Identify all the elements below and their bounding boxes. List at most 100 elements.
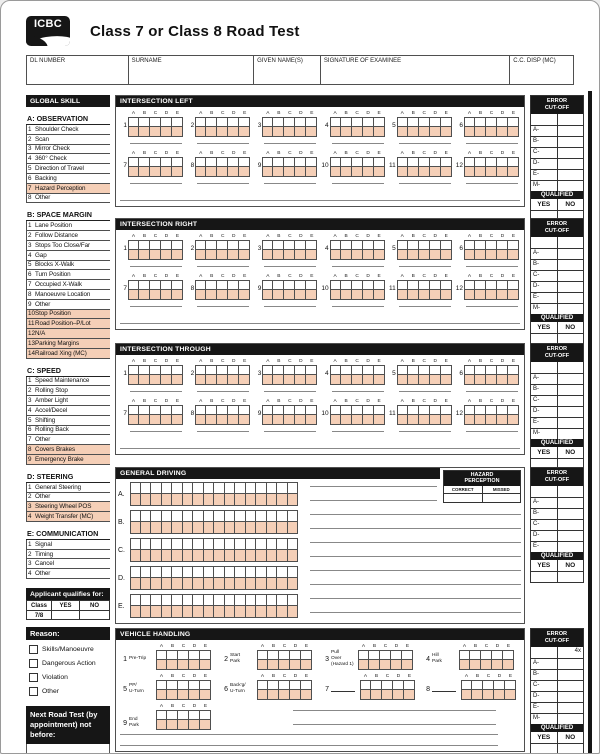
- mark-cell[interactable]: [228, 280, 240, 290]
- mark-cell[interactable]: [224, 522, 235, 534]
- mark-cell[interactable]: [295, 167, 307, 177]
- mark-cell[interactable]: [193, 566, 204, 578]
- mark-cell[interactable]: [418, 405, 430, 415]
- mark-cell[interactable]: [284, 290, 296, 300]
- mark-cell[interactable]: [463, 405, 475, 415]
- mark-cell[interactable]: [496, 405, 508, 415]
- mark-cell[interactable]: [217, 365, 229, 375]
- mark-cell[interactable]: [507, 250, 519, 260]
- error-count-cell[interactable]: [558, 137, 584, 147]
- mark-cell[interactable]: [284, 240, 296, 250]
- mark-cell[interactable]: [128, 157, 139, 167]
- mark-cell[interactable]: [178, 650, 189, 660]
- mark-cell[interactable]: [485, 240, 497, 250]
- mark-cell[interactable]: [396, 415, 408, 425]
- mark-cell[interactable]: [418, 117, 430, 127]
- mark-cell[interactable]: [262, 250, 274, 260]
- mark-cell[interactable]: [266, 510, 277, 522]
- mark-cell[interactable]: [224, 482, 235, 494]
- mark-cell[interactable]: [193, 538, 204, 550]
- note-line[interactable]: [398, 183, 451, 184]
- mark-cell[interactable]: [440, 157, 452, 167]
- mark-cell[interactable]: [266, 578, 277, 590]
- mark-cell[interactable]: [295, 375, 307, 385]
- mark-cell[interactable]: [200, 710, 211, 720]
- mark-cell[interactable]: [182, 510, 193, 522]
- mark-cell[interactable]: [440, 250, 452, 260]
- mark-cell[interactable]: [329, 157, 341, 167]
- note-line[interactable]: [197, 306, 250, 307]
- mark-cell[interactable]: [172, 290, 183, 300]
- error-count-cell[interactable]: [558, 170, 584, 180]
- mark-cell[interactable]: [235, 578, 246, 590]
- mark-cell[interactable]: [407, 405, 419, 415]
- mark-cell[interactable]: [340, 405, 352, 415]
- mark-cell[interactable]: [463, 167, 475, 177]
- error-count-cell[interactable]: [558, 531, 584, 541]
- mark-cell[interactable]: [200, 680, 211, 690]
- mark-cell[interactable]: [287, 494, 298, 506]
- mark-cell[interactable]: [172, 482, 183, 494]
- mark-cell[interactable]: [217, 375, 229, 385]
- mark-cell[interactable]: [167, 710, 178, 720]
- mark-cell[interactable]: [151, 522, 162, 534]
- mark-cell[interactable]: [507, 157, 519, 167]
- mark-cell[interactable]: [262, 127, 274, 137]
- mark-cell[interactable]: [418, 365, 430, 375]
- mark-cell[interactable]: [245, 594, 256, 606]
- mark-cell[interactable]: [404, 680, 415, 690]
- mark-cell[interactable]: [214, 578, 225, 590]
- mark-cell[interactable]: [217, 157, 229, 167]
- mark-cell[interactable]: [474, 415, 486, 425]
- mark-cell[interactable]: [496, 240, 508, 250]
- mark-cell[interactable]: [295, 365, 307, 375]
- mark-cell[interactable]: [485, 117, 497, 127]
- mark-cell[interactable]: [130, 606, 141, 618]
- note-line[interactable]: [197, 183, 250, 184]
- mark-cell[interactable]: [128, 405, 139, 415]
- mark-cell[interactable]: [496, 127, 508, 137]
- qualified-yes[interactable]: YES: [531, 321, 558, 333]
- note-line[interactable]: [310, 556, 521, 557]
- mark-cell[interactable]: [440, 290, 452, 300]
- mark-cell[interactable]: [306, 117, 318, 127]
- error-count-cell[interactable]: [558, 429, 584, 439]
- reason-checkbox[interactable]: [29, 673, 38, 683]
- mark-cell[interactable]: [463, 375, 475, 385]
- mark-cell[interactable]: [203, 494, 214, 506]
- mark-cell[interactable]: [256, 522, 267, 534]
- note-line[interactable]: [197, 266, 250, 267]
- mark-cell[interactable]: [407, 167, 419, 177]
- mark-cell[interactable]: [178, 710, 189, 720]
- mark-cell[interactable]: [440, 375, 452, 385]
- hazard-missed-cell[interactable]: [483, 494, 521, 502]
- mark-cell[interactable]: [362, 127, 374, 137]
- reason-checkbox[interactable]: [29, 659, 38, 669]
- mark-cell[interactable]: [284, 415, 296, 425]
- note-line[interactable]: [120, 323, 520, 324]
- mark-cell[interactable]: [380, 660, 391, 670]
- mark-cell[interactable]: [161, 375, 172, 385]
- mark-cell[interactable]: [128, 127, 139, 137]
- mark-cell[interactable]: [474, 405, 486, 415]
- mark-cell[interactable]: [492, 660, 503, 670]
- mark-cell[interactable]: [277, 550, 288, 562]
- mark-cell[interactable]: [245, 606, 256, 618]
- mark-cell[interactable]: [362, 415, 374, 425]
- mark-cell[interactable]: [239, 405, 251, 415]
- mark-cell[interactable]: [507, 290, 519, 300]
- mark-cell[interactable]: [407, 365, 419, 375]
- mark-cell[interactable]: [128, 117, 139, 127]
- mark-cell[interactable]: [214, 538, 225, 550]
- mark-cell[interactable]: [306, 157, 318, 167]
- mark-cell[interactable]: [139, 405, 150, 415]
- mark-cell[interactable]: [295, 290, 307, 300]
- mark-cell[interactable]: [373, 250, 385, 260]
- mark-cell[interactable]: [256, 578, 267, 590]
- mark-cell[interactable]: [139, 167, 150, 177]
- mark-cell[interactable]: [245, 510, 256, 522]
- note-line[interactable]: [465, 183, 518, 184]
- mark-cell[interactable]: [429, 365, 441, 375]
- mark-cell[interactable]: [139, 365, 150, 375]
- mark-cell[interactable]: [505, 680, 516, 690]
